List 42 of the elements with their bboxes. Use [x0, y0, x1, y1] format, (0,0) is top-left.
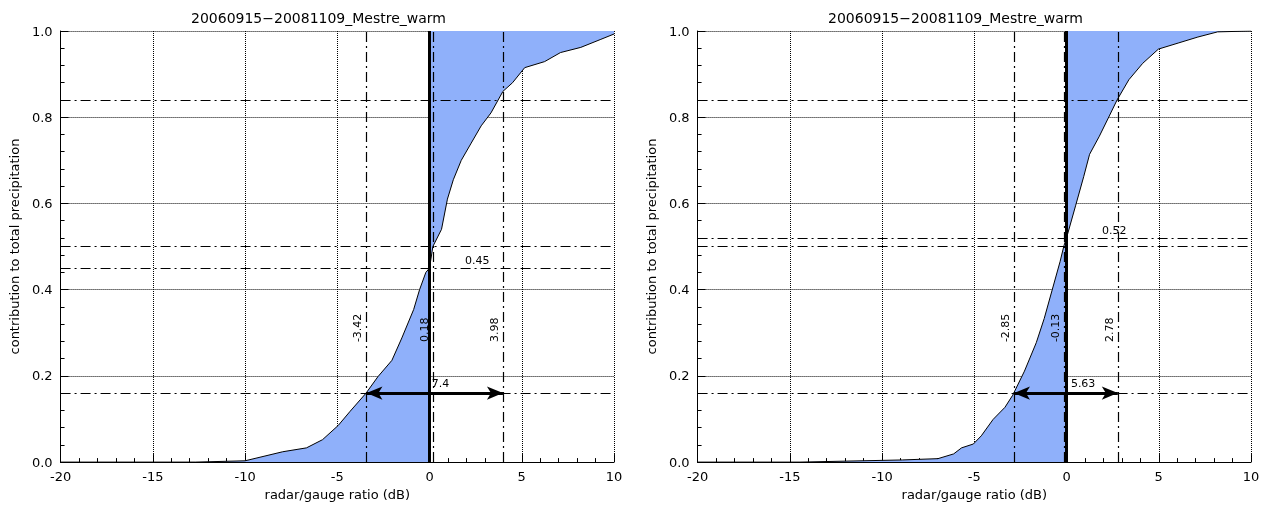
x-axis-title: radar/gauge ratio (dB)	[901, 487, 1048, 502]
y-tick-label: 0.4	[668, 282, 690, 298]
x-tick-label: -20	[686, 469, 709, 485]
annotation: 7.4	[431, 377, 450, 391]
ref-line-label: 0.45	[465, 254, 490, 268]
x-tick-label: -5	[967, 469, 981, 485]
y-axis-title: contribution to total precipitation	[644, 138, 659, 355]
y-tick-label: 0.6	[31, 195, 53, 211]
x-tick-label: 5	[1154, 469, 1163, 485]
ref-line-label: -3.42	[351, 313, 365, 343]
x-tick-label: 5	[517, 469, 526, 485]
y-tick-label: 0.2	[668, 368, 690, 384]
x-tick-label: 0	[425, 469, 434, 485]
ref-line-label: 0.18	[417, 317, 431, 343]
y-tick-label: 0.8	[668, 109, 690, 125]
chart-title: 20060915−20081109_Mestre_warm	[191, 10, 446, 26]
y-tick-label: 0.8	[31, 109, 53, 125]
x-tick-label: -5	[330, 469, 344, 485]
y-tick-label: 1.0	[31, 23, 53, 39]
x-tick-label: 0	[1062, 469, 1071, 485]
ref-line-label: -0.13	[1049, 313, 1063, 343]
y-tick-label: 1.0	[668, 23, 690, 39]
ref-line-label: 0.52	[1102, 223, 1127, 237]
x-tick-label: -15	[142, 469, 164, 485]
y-tick-label: 0.2	[31, 368, 53, 384]
ref-line-label: 2.78	[1102, 317, 1116, 343]
x-axis-title: radar/gauge ratio (dB)	[264, 487, 411, 502]
ref-line-label: -2.85	[998, 313, 1012, 343]
y-tick-label: 0.4	[31, 282, 53, 298]
chart-title: 20060915−20081109_Mestre_warm	[828, 10, 1083, 26]
x-tick-label: 10	[605, 469, 623, 485]
x-tick-label: -10	[871, 469, 893, 485]
y-axis-title: contribution to total precipitation	[7, 138, 22, 355]
y-tick-label: 0.0	[668, 454, 690, 470]
x-tick-label: 10	[1242, 469, 1260, 485]
y-tick-label: 0.0	[31, 454, 53, 470]
annotation: 5.63	[1070, 377, 1096, 391]
y-tick-label: 0.6	[668, 195, 690, 211]
x-tick-label: -15	[779, 469, 801, 485]
x-tick-label: -20	[49, 469, 72, 485]
x-tick-label: -10	[234, 469, 256, 485]
ref-line-label: 3.98	[487, 317, 501, 343]
